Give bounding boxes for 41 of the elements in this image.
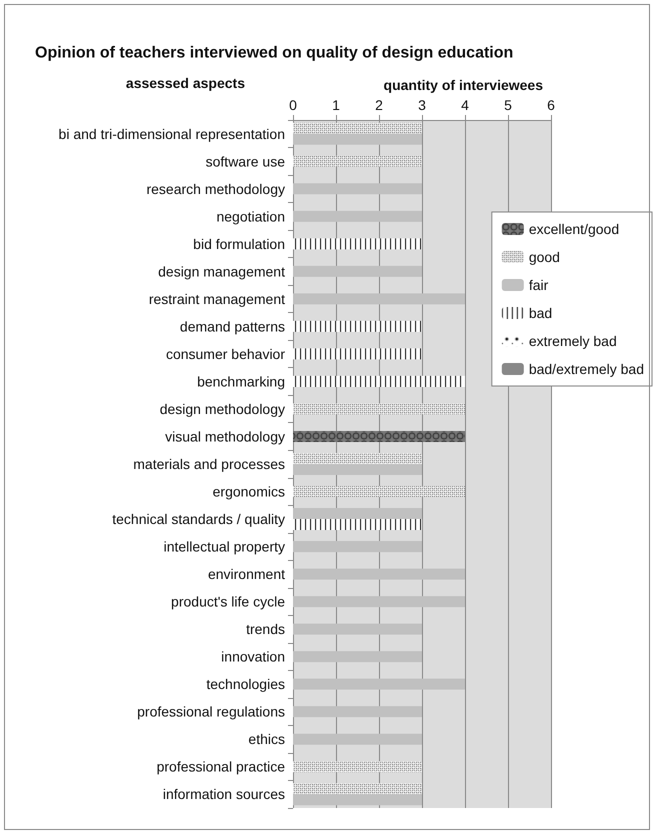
y-tick-label: ethics	[248, 731, 285, 748]
y-tick-label: innovation	[221, 648, 285, 665]
x-tick-label: 6	[547, 97, 556, 113]
y-tick-label: bid formulation	[193, 236, 285, 252]
y-tick-label: environment	[208, 566, 286, 582]
y-tick-label: restraint management	[148, 290, 286, 307]
legend-label: excellent/good	[528, 221, 620, 237]
y-tick-label: design methodology	[160, 400, 285, 417]
x-tick-label: 5	[504, 97, 512, 113]
y-axis-title: assessed aspects	[126, 75, 246, 91]
x-tick-label: 4	[461, 97, 470, 113]
y-tick-label: demand patterns	[180, 318, 285, 334]
y-tick-label: bi and tri-dimensional representation	[58, 126, 285, 142]
x-tick-label: 2	[375, 97, 384, 113]
legend-label: bad	[528, 305, 552, 321]
x-tick-label: 0	[289, 97, 298, 113]
legend-label: good	[528, 249, 560, 265]
y-tick-label: intellectual property	[164, 538, 285, 555]
legend-label: fair	[528, 277, 549, 293]
y-tick-label: negotiation	[216, 208, 285, 224]
x-tick-label: 1	[332, 97, 340, 113]
chart-title: Opinion of teachers interviewed on quality of design education	[35, 44, 514, 62]
legend-label: extremely bad	[528, 333, 617, 349]
y-tick-label: technical standards / quality	[112, 511, 285, 528]
y-tick-label: professional practice	[156, 758, 286, 775]
y-tick-label: professional regulations	[137, 704, 285, 720]
y-tick-label: design management	[158, 263, 286, 280]
y-tick-label: software use	[206, 153, 286, 170]
y-tick-label: trends	[246, 621, 285, 638]
y-tick-label: product's life cycle	[171, 594, 286, 610]
y-tick-label: consumer behavior	[166, 346, 286, 362]
legend-label: bad/extremely bad	[528, 361, 644, 377]
y-tick-label: information sources	[162, 786, 285, 802]
y-tick-label: benchmarking	[197, 373, 285, 390]
y-tick-label: technologies	[206, 676, 285, 692]
y-tick-label: research methodology	[146, 180, 285, 197]
y-tick-label: ergonomics	[212, 484, 285, 500]
x-axis-title: quantity of interviewees	[384, 77, 544, 93]
y-tick-label: visual methodology	[165, 428, 285, 444]
y-tick-label: materials and processes	[133, 456, 285, 472]
x-tick-label: 3	[418, 97, 426, 113]
